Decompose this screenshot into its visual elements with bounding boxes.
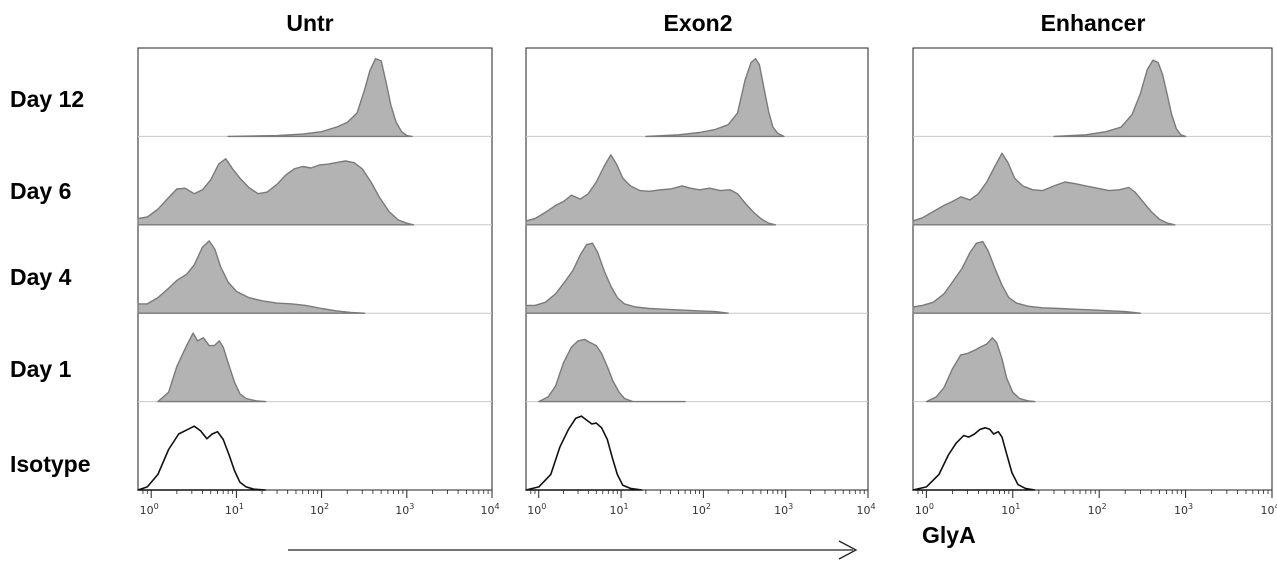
- column-title-untr: Untr: [286, 10, 334, 36]
- histogram-untr-day-12: [227, 57, 413, 138]
- histogram-untr-day-6: [137, 158, 415, 226]
- tick-label-exon2-10: 101: [610, 502, 629, 517]
- histogram-exon2-day-1: [538, 338, 686, 403]
- row-label-day-12: Day 12: [10, 86, 85, 112]
- histogram-enhancer-day-1: [925, 337, 1036, 403]
- row-label-day-6: Day 6: [10, 178, 72, 204]
- histogram-exon2-isotype: [525, 415, 643, 491]
- tick-label-enhancer-1000: 103: [1174, 502, 1193, 517]
- histogram-untr-day-1: [157, 332, 267, 403]
- histogram-enhancer-isotype: [912, 427, 1036, 491]
- tick-label-untr-1: 100: [140, 502, 159, 517]
- tick-label-enhancer-100: 102: [1088, 502, 1107, 517]
- tick-label-untr-1000: 103: [395, 502, 414, 517]
- row-label-isotype: Isotype: [10, 451, 91, 477]
- histogram-untr-day-4: [137, 240, 366, 314]
- tick-label-exon2-1000: 103: [774, 502, 793, 517]
- tick-label-untr-10000: 104: [480, 502, 499, 517]
- column-title-exon2: Exon2: [663, 10, 733, 36]
- arrow-head: [838, 540, 858, 560]
- tick-label-enhancer-10: 101: [1001, 502, 1020, 517]
- tick-label-enhancer-1: 100: [915, 502, 934, 517]
- histogram-exon2-day-4: [525, 242, 729, 314]
- tick-label-enhancer-10000: 104: [1260, 502, 1277, 517]
- histogram-exon2-day-12: [645, 57, 785, 138]
- tick-label-untr-10: 101: [225, 502, 244, 517]
- row-label-day-1: Day 1: [10, 356, 72, 382]
- column-title-enhancer: Enhancer: [1040, 10, 1146, 36]
- tick-label-exon2-1: 100: [527, 502, 546, 517]
- row-label-day-4: Day 4: [10, 264, 72, 290]
- x-axis-title: GlyA: [922, 522, 976, 548]
- histogram-enhancer-day-12: [1053, 59, 1187, 138]
- tick-label-exon2-10000: 104: [856, 502, 875, 517]
- tick-label-untr-100: 102: [310, 502, 329, 517]
- tick-label-exon2-100: 102: [692, 502, 711, 517]
- histogram-enhancer-day-6: [912, 152, 1176, 226]
- histogram-enhancer-day-4: [912, 240, 1142, 314]
- histogram-untr-isotype: [137, 425, 267, 491]
- histogram-exon2-day-6: [525, 154, 777, 226]
